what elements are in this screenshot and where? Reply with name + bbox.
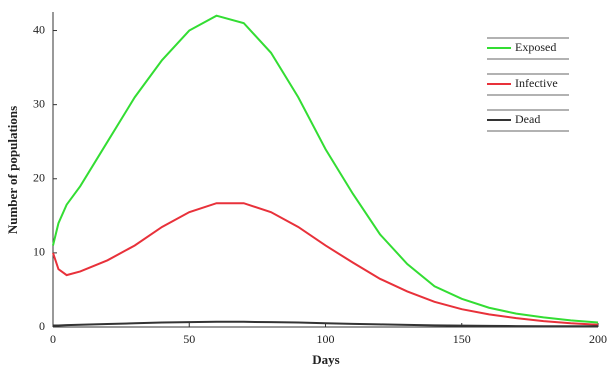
- y-tick-label: 40: [33, 22, 45, 36]
- y-tick-label: 0: [39, 319, 45, 333]
- x-axis-label: Days: [312, 352, 339, 367]
- legend-label: Dead: [515, 112, 540, 126]
- series-line: [52, 14, 599, 324]
- y-axis-label: Number of populations: [5, 106, 20, 234]
- y-tick-label: 10: [33, 245, 45, 259]
- legend-label: Exposed: [515, 40, 556, 54]
- legend-label: Infective: [515, 76, 558, 90]
- y-tick-label: 30: [33, 96, 45, 110]
- series-line: [53, 320, 598, 328]
- series-line: [52, 202, 599, 326]
- x-tick-label: 0: [50, 332, 56, 346]
- x-tick-label: 200: [589, 332, 607, 346]
- x-tick-label: 50: [183, 332, 195, 346]
- y-tick-label: 20: [33, 171, 45, 185]
- x-tick-label: 150: [453, 332, 471, 346]
- x-tick-label: 100: [317, 332, 335, 346]
